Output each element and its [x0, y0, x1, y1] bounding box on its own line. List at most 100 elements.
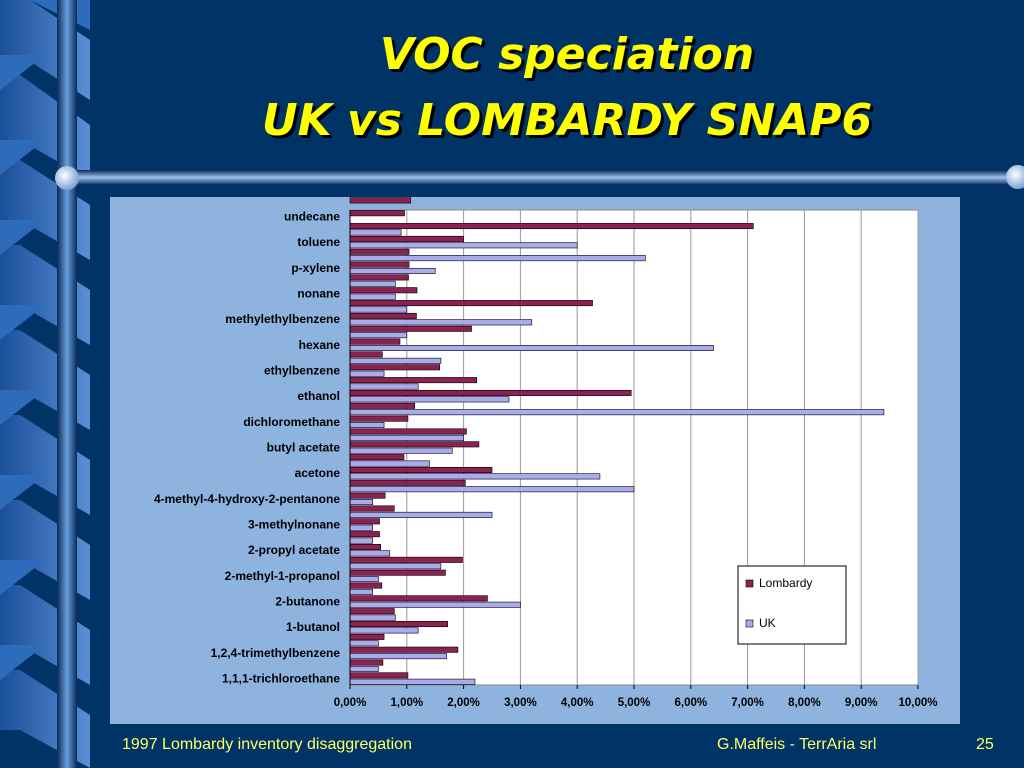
- bar-uk: [349, 550, 391, 557]
- bar-lombardy: [349, 325, 472, 332]
- bar-uk: [349, 242, 578, 249]
- bar-lombardy: [349, 595, 488, 602]
- bar-lombardy: [349, 197, 412, 204]
- bar-uk: [349, 447, 453, 454]
- bar-uk: [349, 370, 385, 377]
- bar-lombardy: [349, 402, 416, 409]
- bar-uk: [349, 229, 402, 236]
- legend-box: [737, 565, 847, 645]
- bar-uk: [349, 640, 379, 647]
- bar-uk: [349, 653, 447, 660]
- category-label: toluene: [297, 235, 340, 249]
- vertical-bar: [57, 0, 77, 768]
- end-knob-icon: [1006, 165, 1024, 189]
- bar-uk: [349, 499, 374, 506]
- bar-uk: [349, 383, 419, 390]
- legend-label: UK: [759, 616, 776, 630]
- bar-uk: [349, 280, 396, 287]
- bar-uk: [349, 293, 396, 300]
- category-label: 2-propyl acetate: [248, 543, 340, 557]
- category-label: 2-methyl-1-propanol: [225, 569, 340, 583]
- category-label: ethylbenzene: [264, 363, 340, 377]
- bar-lombardy: [349, 454, 405, 461]
- bar-lombardy: [349, 389, 632, 396]
- bar-lombardy: [349, 531, 380, 538]
- category-label: 2-butanone: [275, 595, 340, 609]
- bar-uk: [349, 511, 493, 518]
- x-tick-label: 7,00%: [731, 697, 764, 709]
- bar-chart: 0,00% 1,00% 2,00% 3,00% 4,00% 5,00% 6,00% 7,00%…: [154, 197, 938, 709]
- x-tick-label: 9,00%: [845, 697, 878, 709]
- legend-swatch: [745, 619, 754, 628]
- category-label: undecane: [284, 209, 340, 223]
- bar-lombardy: [349, 621, 448, 628]
- bar-lombardy: [349, 633, 385, 640]
- category-label: nonane: [297, 286, 340, 300]
- x-tick-label: 3,00%: [504, 697, 537, 709]
- bar-lombardy: [349, 441, 480, 448]
- x-tick-label: 1,00%: [390, 697, 423, 709]
- bar-lombardy: [349, 646, 459, 653]
- category-label: 4-methyl-4-hydroxy-2-pentanone: [154, 492, 340, 506]
- bar-uk: [349, 460, 430, 467]
- bar-lombardy: [349, 582, 383, 589]
- bar-uk: [349, 627, 419, 634]
- bar-uk: [349, 486, 635, 493]
- bar-uk: [349, 601, 521, 608]
- category-label: 1-butanol: [286, 620, 340, 634]
- corner-knob-icon: [55, 166, 79, 190]
- bar-lombardy: [349, 556, 463, 563]
- bar-uk: [349, 422, 385, 429]
- legend-label: Lombardy: [759, 576, 812, 590]
- bar-uk: [349, 357, 442, 364]
- bar-uk: [349, 576, 379, 583]
- bar-uk: [349, 665, 379, 672]
- bar-uk: [349, 332, 408, 339]
- x-tick-label: 0,00%: [334, 697, 367, 709]
- bar-uk: [349, 344, 714, 351]
- footer-author-text: G.Maffeis - TerrAria srl: [717, 736, 877, 753]
- bar-lombardy: [349, 235, 464, 242]
- bar-lombardy: [349, 659, 384, 666]
- bar-uk: [349, 396, 510, 403]
- bar-lombardy: [349, 466, 493, 473]
- bar-lombardy: [349, 351, 383, 358]
- bar-lombardy: [349, 672, 409, 679]
- bar-lombardy: [349, 544, 381, 551]
- x-tick-label: 10,00%: [898, 697, 937, 709]
- bar-uk: [349, 537, 374, 544]
- bar-lombardy: [349, 287, 418, 294]
- x-tick-label: 8,00%: [788, 697, 821, 709]
- category-label: 1,2,4-trimethylbenzene: [211, 646, 341, 660]
- bar-uk: [349, 306, 408, 313]
- footer-left-text: 1997 Lombardy inventory disaggregation: [122, 736, 412, 753]
- category-label: methylethylbenzene: [225, 312, 340, 326]
- bar-uk: [349, 524, 374, 531]
- bar-lombardy: [349, 261, 410, 268]
- bar-lombardy: [349, 364, 441, 371]
- x-tick-label: 6,00%: [674, 697, 707, 709]
- bar-uk: [349, 614, 396, 621]
- bar-lombardy: [349, 210, 405, 217]
- bar-lombardy: [349, 518, 380, 525]
- category-label: hexane: [299, 338, 341, 352]
- horizontal-bar: [57, 170, 1024, 185]
- bar-uk: [349, 255, 646, 262]
- bar-lombardy: [349, 312, 417, 319]
- category-label: p-xylene: [291, 261, 340, 275]
- bar-uk: [349, 588, 374, 595]
- bar-lombardy: [349, 300, 593, 307]
- slide-title-line1: VOC speciation: [379, 29, 755, 80]
- bar-uk: [349, 319, 533, 326]
- category-label: butyl acetate: [267, 441, 341, 455]
- x-tick-label: 5,00%: [618, 697, 651, 709]
- bar-uk: [349, 409, 885, 416]
- bar-uk: [349, 267, 436, 274]
- x-tick-label: 4,00%: [561, 697, 594, 709]
- bar-lombardy: [349, 338, 401, 345]
- bar-lombardy: [349, 505, 395, 512]
- bar-lombardy: [349, 274, 409, 281]
- category-label: acetone: [295, 466, 341, 480]
- bar-uk: [349, 678, 476, 685]
- bar-lombardy: [349, 479, 466, 486]
